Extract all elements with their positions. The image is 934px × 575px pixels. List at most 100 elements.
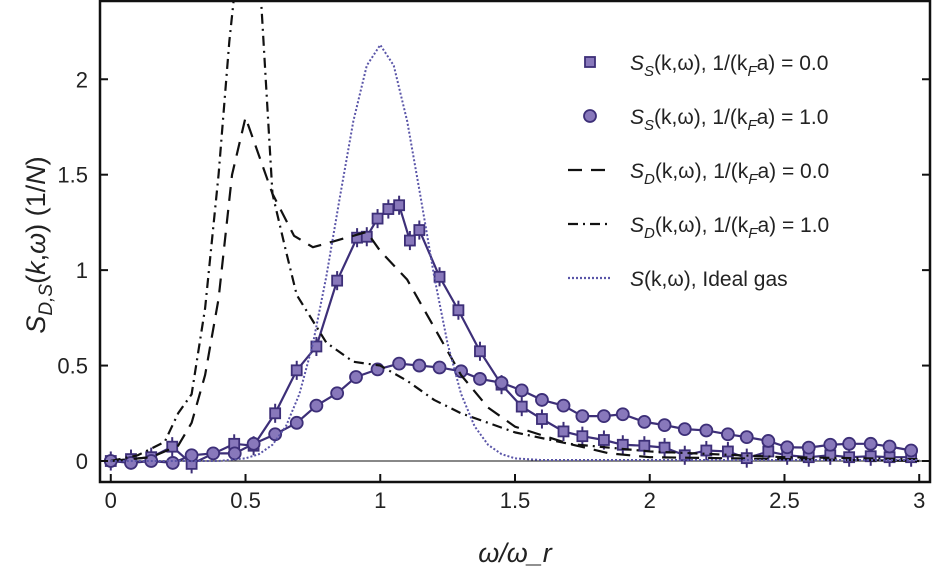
circle-marker xyxy=(473,372,487,386)
series-line-dashdot xyxy=(110,1,920,463)
series-4 xyxy=(110,43,920,463)
legend-sub2: F xyxy=(748,171,758,188)
x-tick-label: 1.5 xyxy=(500,488,531,513)
series-line xyxy=(110,362,912,465)
x-tick-label: 2 xyxy=(644,488,656,513)
square-marker xyxy=(721,445,734,458)
square-marker xyxy=(413,224,426,236)
square-marker xyxy=(474,345,486,358)
series-line-dotted xyxy=(110,43,920,463)
square-marker xyxy=(404,234,416,247)
square-marker xyxy=(638,439,651,452)
series-2 xyxy=(110,116,920,463)
circle-marker xyxy=(165,456,180,470)
square-marker xyxy=(382,203,395,215)
legend-args: (k,ω), 1/(k xyxy=(654,52,748,75)
square-marker xyxy=(452,304,465,317)
series-0 xyxy=(104,195,918,474)
legend-args: (k,ω), Ideal gas xyxy=(644,268,788,291)
legend-main: S xyxy=(630,214,644,237)
series-line-dashed xyxy=(110,116,920,463)
legend-tail: a) = 0.0 xyxy=(757,160,829,183)
circle-marker xyxy=(227,446,242,461)
legend-args: (k,ω), 1/(k xyxy=(654,106,748,129)
series-3 xyxy=(110,1,920,463)
legend-label: S(k,ω), Ideal gas xyxy=(630,268,788,291)
square-marker xyxy=(762,445,775,458)
circle-marker xyxy=(330,386,345,401)
legend-sub2: F xyxy=(747,63,757,80)
y-tick-label: 2 xyxy=(76,67,88,92)
circle-marker xyxy=(780,440,795,455)
plot-area xyxy=(100,1,930,474)
legend-sub: S xyxy=(644,117,654,134)
legend-main: S xyxy=(630,268,644,291)
square-marker xyxy=(658,441,671,454)
legend-square-icon xyxy=(584,56,596,68)
circle-marker xyxy=(801,440,816,455)
square-marker xyxy=(371,212,384,225)
circle-marker xyxy=(637,414,652,429)
legend-sub2: F xyxy=(747,117,757,134)
x-tick-label: 1 xyxy=(374,488,386,513)
legend-args: (k,ω), 1/(k xyxy=(655,214,749,237)
legend-main: S xyxy=(630,52,644,75)
legend-sub: D xyxy=(644,225,655,242)
circle-marker xyxy=(699,423,714,438)
circle-marker xyxy=(535,393,549,407)
x-tick-label: 2.5 xyxy=(769,488,800,513)
square-marker xyxy=(433,270,446,283)
y-axis-title: SD,S(k,ω) (1/N) xyxy=(21,156,57,333)
x-tick-label: 0 xyxy=(105,488,117,513)
circle-marker xyxy=(412,358,427,373)
circle-marker xyxy=(823,437,838,452)
circle-marker xyxy=(597,409,611,424)
x-tick-label: 3 xyxy=(913,488,925,513)
square-marker xyxy=(269,407,282,420)
y-tick-label: 0.5 xyxy=(57,354,88,379)
circle-marker xyxy=(349,370,363,384)
legend-tail: a) = 0.0 xyxy=(757,52,829,75)
legend-args: (k,ω), 1/(k xyxy=(655,160,749,183)
x-axis-title: ω/ω_r xyxy=(478,538,553,568)
circle-marker xyxy=(842,436,857,451)
y-tick-label: 1 xyxy=(76,258,88,283)
legend-tail: a) = 1.0 xyxy=(757,214,829,237)
square-marker xyxy=(393,199,406,212)
circle-marker xyxy=(615,407,630,422)
square-marker xyxy=(700,444,713,457)
circle-marker xyxy=(494,375,509,390)
legend-sub: S xyxy=(644,63,654,80)
square-marker xyxy=(557,425,570,438)
circle-marker xyxy=(761,434,776,448)
legend: SS(k,ω), 1/(kFa) = 0.0SS(k,ω), 1/(kFa) =… xyxy=(568,52,829,291)
legend-label: SD(k,ω), 1/(kFa) = 0.0 xyxy=(630,160,829,188)
square-marker xyxy=(360,230,373,243)
square-marker xyxy=(331,274,344,287)
x-tick-label: 0.5 xyxy=(230,488,261,513)
square-marker xyxy=(536,413,548,425)
legend-sub: D xyxy=(644,171,655,188)
circle-marker xyxy=(677,422,692,437)
square-marker xyxy=(515,400,528,413)
circle-marker xyxy=(720,427,735,442)
circle-marker xyxy=(206,446,221,461)
legend-label: SD(k,ω), 1/(kFa) = 1.0 xyxy=(630,214,829,242)
square-marker xyxy=(598,434,610,446)
legend-tail: a) = 1.0 xyxy=(757,106,829,129)
circle-marker xyxy=(514,383,529,398)
square-marker xyxy=(166,440,179,453)
circle-marker xyxy=(184,448,199,463)
circle-marker xyxy=(575,409,590,424)
square-marker xyxy=(576,430,589,443)
circle-marker xyxy=(739,430,754,445)
legend-label: SS(k,ω), 1/(kFa) = 1.0 xyxy=(630,106,828,134)
y-tick-label: 0 xyxy=(76,449,88,474)
legend-label: SS(k,ω), 1/(kFa) = 0.0 xyxy=(630,52,828,80)
circle-marker xyxy=(556,398,571,413)
circle-marker xyxy=(657,418,672,433)
legend-main: S xyxy=(630,106,644,129)
circle-marker xyxy=(882,439,897,454)
